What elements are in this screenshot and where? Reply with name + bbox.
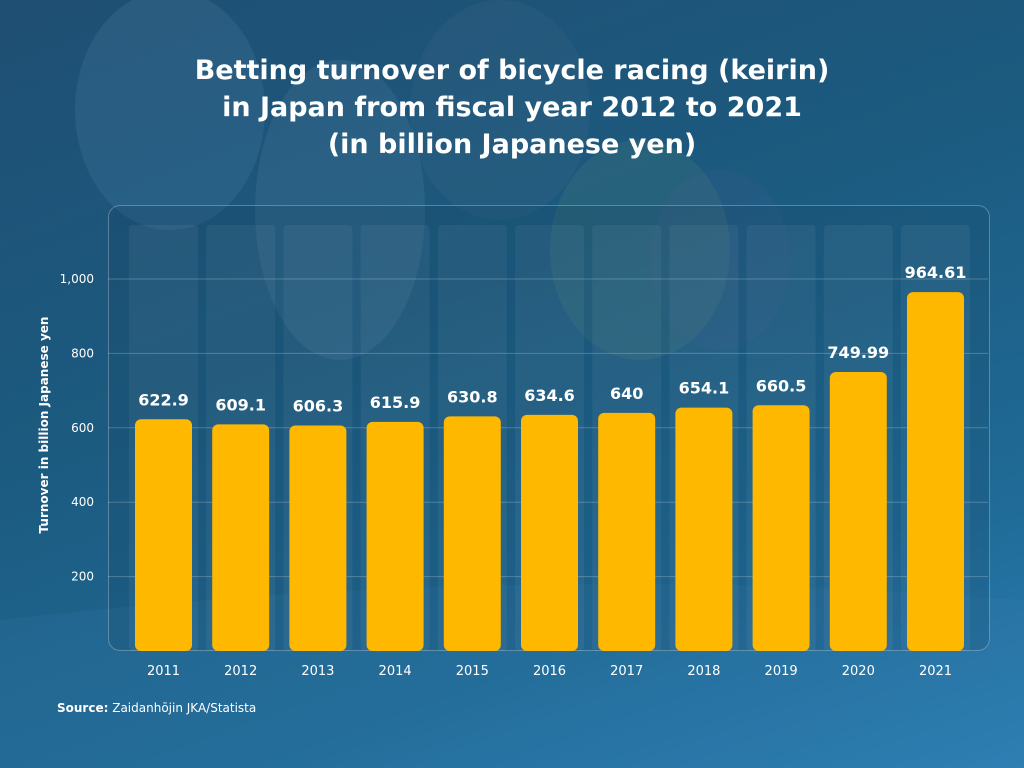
source-text: Zaidanhōjin JKA/Statista: [112, 701, 257, 715]
data-label: 606.3: [293, 396, 344, 415]
x-tick-label: 2020: [842, 664, 875, 679]
x-tick-label: 2018: [687, 664, 720, 679]
y-tick-label: 800: [71, 346, 94, 360]
data-label: 749.99: [827, 343, 889, 362]
data-label: 964.61: [905, 263, 967, 282]
y-tick-label: 200: [71, 570, 94, 584]
y-tick-label: 600: [71, 421, 94, 435]
bar: [521, 414, 578, 651]
data-label: 622.9: [138, 390, 189, 409]
data-label: 615.9: [370, 393, 421, 412]
chart-title-line-3: (in billion Japanese yen): [327, 129, 697, 160]
data-label: 654.1: [679, 379, 730, 398]
source-label: Source:: [57, 701, 109, 715]
bar: [598, 412, 656, 651]
y-tick-label: 400: [71, 495, 94, 509]
x-tick-label: 2019: [765, 664, 798, 679]
x-tick-label: 2021: [919, 664, 952, 679]
y-tick-label: 1,000: [60, 272, 94, 286]
bar: [829, 372, 887, 651]
source-note: Source: Zaidanhōjin JKA/Statista: [57, 701, 256, 715]
bar: [135, 419, 192, 651]
data-label: 634.6: [524, 386, 575, 405]
x-tick-label: 2014: [379, 664, 412, 679]
bar: [675, 407, 733, 651]
x-tick-label: 2015: [456, 664, 489, 679]
data-label: 660.5: [756, 376, 807, 395]
bar: [907, 292, 964, 651]
bar: [366, 421, 424, 651]
chart-title-line-2: in Japan from fiscal year 2012 to 2021: [222, 92, 802, 123]
x-tick-label: 2013: [301, 664, 334, 679]
x-tick-label: 2017: [610, 664, 643, 679]
data-label: 609.1: [215, 395, 266, 414]
chart-title-line-1: Betting turnover of bicycle racing (keir…: [194, 55, 830, 86]
x-tick-label: 2011: [147, 664, 180, 679]
data-label: 640: [610, 384, 643, 403]
x-tick-label: 2012: [224, 664, 257, 679]
bar: [289, 425, 347, 651]
data-label: 630.8: [447, 387, 498, 406]
chart-title: Betting turnover of bicycle racing (keir…: [112, 52, 912, 163]
bar: [752, 405, 810, 651]
y-axis-label: Turnover in billion Japanese yen: [37, 316, 51, 534]
bar: [212, 424, 270, 651]
x-tick-label: 2016: [533, 664, 566, 679]
bar: [443, 416, 501, 651]
